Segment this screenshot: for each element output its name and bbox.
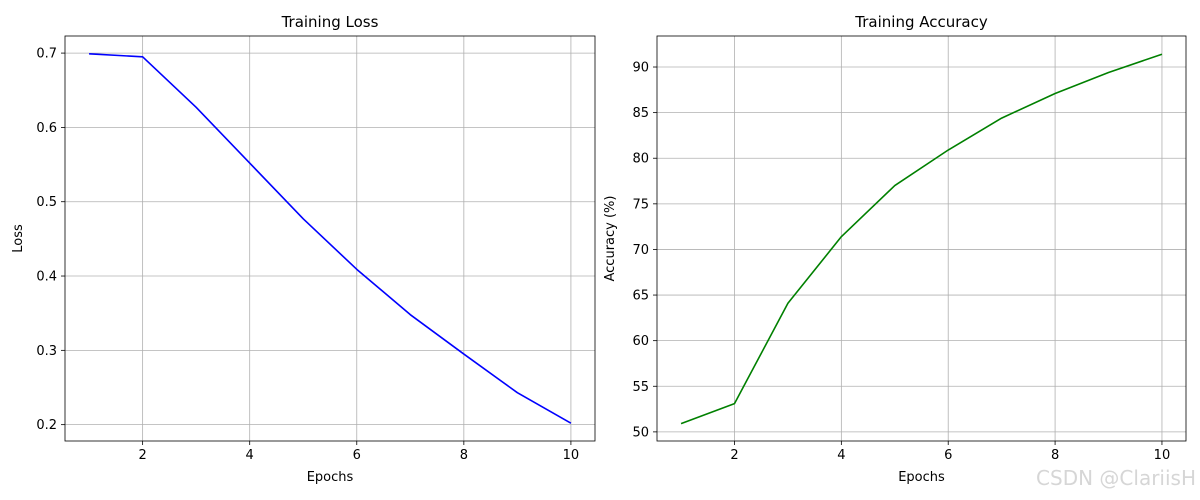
x-tick-label: 2 (730, 448, 738, 463)
x-axis-label: Epochs (898, 470, 945, 485)
x-tick-label: 4 (837, 448, 845, 463)
x-tick-label: 6 (944, 448, 952, 463)
x-tick-label: 6 (353, 448, 361, 463)
plot-frame (64, 35, 596, 442)
x-tick-label: 2 (138, 448, 146, 463)
y-tick-label: 70 (632, 243, 649, 258)
series-line-0 (89, 53, 572, 424)
y-tick-label: 0.2 (36, 418, 57, 433)
x-tick-label: 10 (1154, 448, 1171, 463)
loss-chart: 2 4 6 8 10 0.2 0.3 0.4 0.5 0.6 0.7 Training Loss Epo… (11, 13, 596, 485)
chart-title: Training Loss (281, 13, 379, 31)
x-tick-label: 4 (246, 448, 254, 463)
y-tick-label: 0.6 (36, 121, 57, 136)
y-tick-label: 0.7 (36, 47, 57, 62)
y-tick-label: 55 (632, 380, 649, 395)
y-axis-label: Loss (11, 224, 26, 253)
y-tick-label: 65 (632, 289, 649, 304)
y-tick-label: 60 (632, 334, 649, 349)
plot-frame (656, 35, 1187, 442)
y-tick-label: 0.5 (36, 195, 57, 210)
series-line-0 (680, 53, 1163, 425)
watermark: CSDN @ClariisH (1036, 466, 1196, 490)
y-tick-label: 85 (632, 106, 649, 121)
x-tick-label: 8 (1051, 448, 1059, 463)
x-tick-label: 8 (460, 448, 468, 463)
y-tick-label: 75 (632, 197, 649, 212)
y-tick-label: 0.3 (36, 344, 57, 359)
y-tick-label: 50 (632, 425, 649, 440)
x-tick-label: 10 (563, 448, 580, 463)
y-axis-label: Accuracy (%) (603, 196, 618, 282)
y-tick-label: 90 (632, 61, 649, 76)
y-tick-label: 80 (632, 152, 649, 167)
x-axis-label: Epochs (307, 470, 354, 485)
y-tick-label: 0.4 (36, 270, 57, 285)
accuracy-chart: 2 4 6 8 10 50 55 60 65 70 75 80 85 90 Training Accurac… (603, 13, 1187, 485)
chart-title: Training Accuracy (854, 13, 988, 31)
